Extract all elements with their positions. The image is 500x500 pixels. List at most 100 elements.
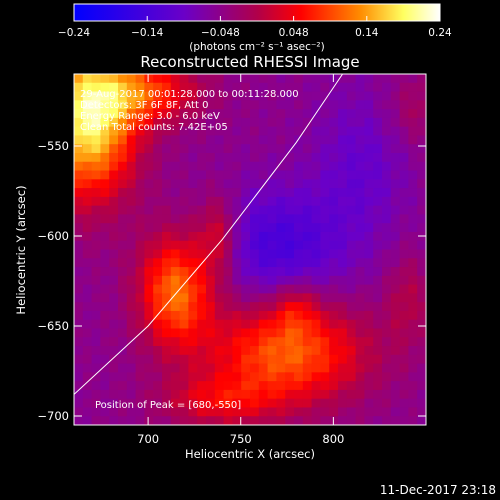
heatmap-cell [364,416,374,425]
heatmap-cell [241,144,251,154]
heatmap-cell [126,152,136,163]
heatmap-cell [170,319,180,329]
heatmap-cell [285,249,295,259]
heatmap-cell [135,275,145,286]
heatmap-cell [179,337,189,347]
heatmap-cell [382,240,392,250]
heatmap-cell [373,328,383,338]
heatmap-cell [100,240,110,250]
heatmap-cell [197,126,207,136]
heatmap-cell [206,381,216,391]
heatmap-cell [118,100,128,110]
heatmap-cell [100,179,110,189]
heatmap-cell [390,223,400,233]
heatmap-cell [258,179,268,189]
heatmap-cell [276,337,286,347]
heatmap-cell [206,231,216,242]
heatmap-cell [311,126,321,136]
heatmap-cell [135,372,145,382]
heatmap-cell [144,223,154,233]
heatmap-cell [294,82,304,92]
heatmap-cell [382,363,392,373]
heatmap-cell [153,161,163,171]
heatmap-cell [382,223,392,233]
heatmap-cell [188,284,198,294]
heatmap-cell [153,117,163,128]
heatmap-cell [417,319,426,329]
heatmap-cell [118,188,128,198]
heatmap-cell [179,302,189,312]
heatmap-cell [214,372,224,382]
heatmap-cell [382,74,392,84]
heatmap-cell [74,372,84,382]
heatmap-cell [214,214,224,224]
heatmap-cell [311,135,321,145]
heatmap-cell [135,100,145,110]
heatmap-cell [126,363,136,373]
heatmap-cell [258,152,268,163]
heatmap-cell [408,170,418,180]
heatmap-cell [355,319,365,329]
heatmap-cell [399,152,409,163]
heatmap-cell [276,196,286,207]
heatmap-cell [241,284,251,294]
heatmap-cell [135,91,145,101]
heatmap-cell [408,91,418,101]
heatmap-cell [144,117,154,128]
heatmap-cell [390,100,400,110]
heatmap-cell [390,293,400,303]
heatmap-cell [399,161,409,171]
heatmap-cell [399,144,409,154]
heatmap-cell [399,188,409,198]
heatmap-cell [179,82,189,92]
heatmap-cell [390,372,400,382]
heatmap-cell [320,152,330,163]
heatmap-cell [364,240,374,250]
heatmap-cell [285,389,295,400]
heatmap-cell [135,135,145,145]
heatmap-cell [126,170,136,180]
heatmap-cell [109,258,119,268]
heatmap-cell [109,381,119,391]
heatmap-cell [267,74,277,84]
heatmap-cell [364,214,374,224]
heatmap-cell [294,275,304,286]
heatmap-cell [338,372,348,382]
heatmap-cell [302,214,312,224]
heatmap-cell [153,231,163,242]
colorbar-gradient [73,3,441,22]
heatmap-cell [135,231,145,242]
heatmap-cell [399,205,409,215]
heatmap-cell [250,372,260,382]
heatmap-cell [232,74,242,84]
heatmap-cell [311,389,321,400]
heatmap-cell [311,170,321,180]
heatmap-cell [311,231,321,242]
heatmap-cell [232,302,242,312]
heatmap-cell [364,258,374,268]
heatmap-cell [355,188,365,198]
heatmap-cell [285,302,295,312]
heatmap-cell [320,135,330,145]
heatmap-cell [109,284,119,294]
heatmap-cell [382,354,392,364]
heatmap-cell [162,188,172,198]
solar-limb-arc [74,74,344,395]
heatmap-cell [250,267,260,277]
heatmap-cell [100,188,110,198]
heatmap-cell [355,354,365,364]
heatmap-cell [179,109,189,119]
heatmap-cell [320,337,330,347]
heatmap-cell [346,319,356,329]
heatmap-cell [206,74,216,84]
heatmap-cell [382,284,392,294]
heatmap-cell [399,363,409,373]
heatmap-cell [311,293,321,303]
heatmap-cell [153,310,163,321]
heatmap-cell [100,126,110,136]
heatmap-cell [232,179,242,189]
heatmap-cell [223,82,233,92]
heatmap-cell [162,310,172,321]
heatmap-cell [382,416,392,425]
heatmap-cell [241,188,251,198]
